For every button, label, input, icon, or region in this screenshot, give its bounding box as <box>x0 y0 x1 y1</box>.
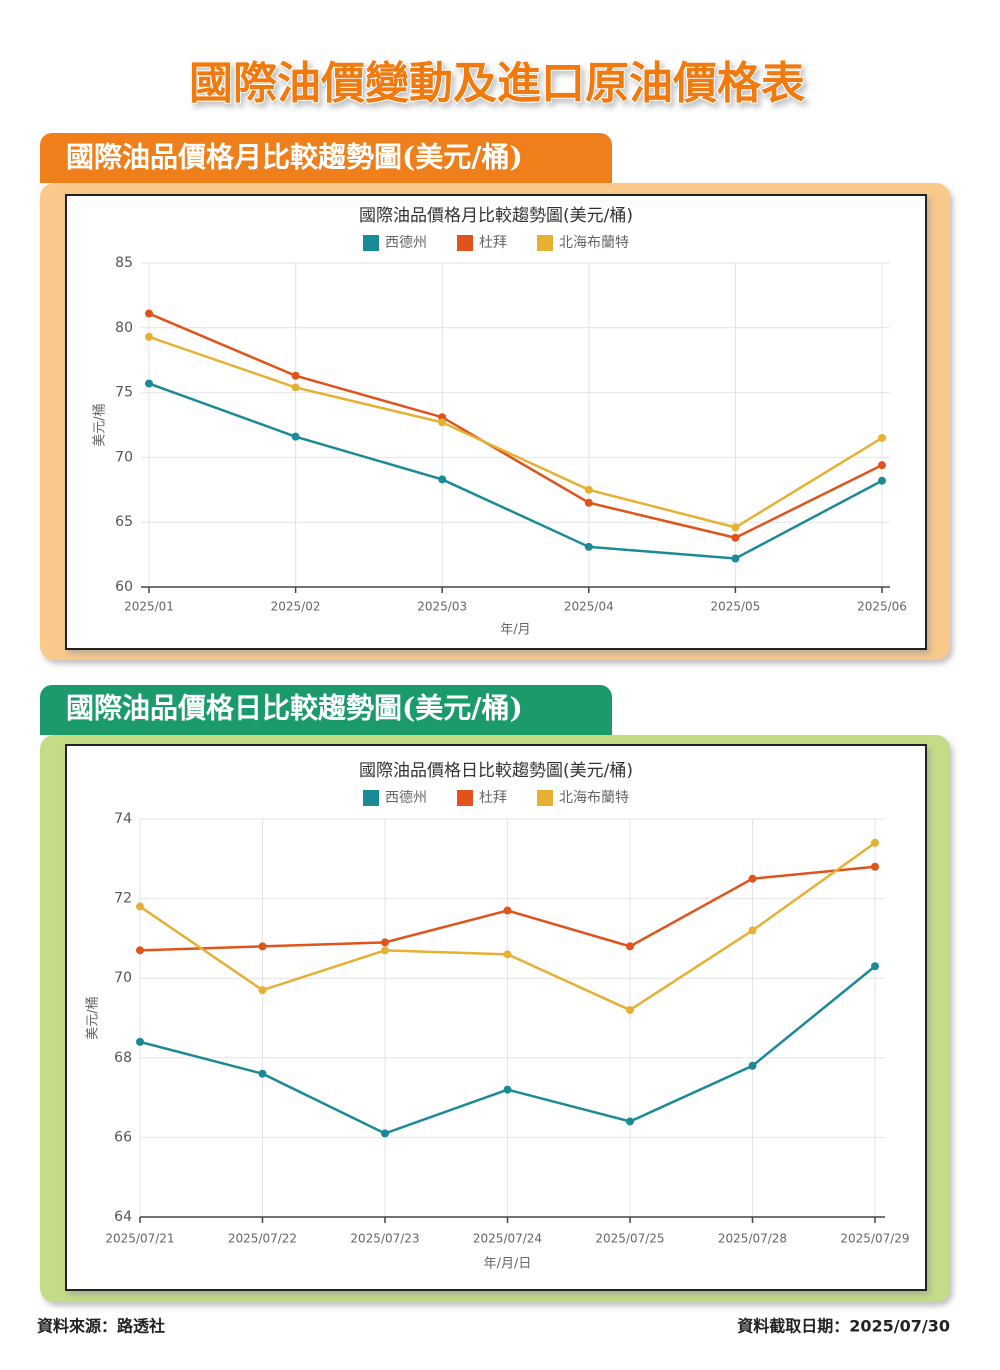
section-title: 國際油品價格月比較趨勢圖(美元/桶) <box>66 141 523 174</box>
x-tick-label: 2025/07/23 <box>350 1232 419 1246</box>
x-tick-label: 2025/07/22 <box>228 1232 297 1246</box>
data-point <box>503 950 512 959</box>
data-point <box>584 498 593 507</box>
x-axis-title: 年/月/日 <box>484 1257 532 1272</box>
date: 資料截取日期：2025/07/30 <box>737 1317 950 1336</box>
x-tick-label: 2025/03 <box>417 600 467 614</box>
x-tick-label: 2025/06 <box>857 600 907 614</box>
series-line <box>148 382 883 560</box>
source: 資料來源：路透社 <box>37 1317 165 1336</box>
data-point <box>871 962 879 971</box>
section-title: 國際油品價格日比較趨勢圖(美元/桶) <box>66 692 523 725</box>
chart-frame <box>65 194 927 650</box>
main-title: 國際油價變動及進口原油價格表 <box>189 58 805 109</box>
x-tick-label: 2025/07/25 <box>595 1232 664 1246</box>
data-point <box>878 476 886 485</box>
data-point <box>145 379 153 388</box>
y-axis-title: 美元/桶 <box>93 403 108 446</box>
y-tick-label: 70 <box>115 449 133 465</box>
chart-title: 國際油品價格月比較趨勢圖(美元/桶) <box>359 206 633 226</box>
y-tick-label: 75 <box>115 385 133 401</box>
x-tick-label: 2025/02 <box>271 600 321 614</box>
data-point <box>145 309 153 318</box>
data-point <box>291 383 300 392</box>
legend-swatch <box>363 235 379 251</box>
data-point <box>626 1006 634 1015</box>
data-point <box>731 523 740 532</box>
data-point <box>291 432 300 441</box>
x-tick-label: 2025/05 <box>710 600 760 614</box>
x-tick-label: 2025/07/21 <box>105 1232 174 1246</box>
chart-title: 國際油品價格日比較趨勢圖(美元/桶) <box>359 761 633 781</box>
x-tick-label: 2025/07/28 <box>718 1232 787 1246</box>
y-tick-label: 68 <box>114 1050 132 1066</box>
legend-label: 杜拜 <box>479 235 507 251</box>
data-point <box>136 946 144 955</box>
section-tab <box>40 685 612 735</box>
data-point <box>878 433 886 442</box>
data-point <box>626 942 634 951</box>
data-point <box>381 1129 389 1138</box>
data-point <box>438 418 447 427</box>
data-point <box>258 986 267 995</box>
data-point <box>503 1085 512 1094</box>
x-tick-label: 2025/07/24 <box>473 1232 542 1246</box>
chart-frame <box>65 744 927 1291</box>
data-point <box>731 533 740 542</box>
data-point <box>748 1061 757 1070</box>
y-tick-label: 70 <box>114 970 132 986</box>
x-tick-label: 2025/01 <box>124 600 174 614</box>
data-point <box>878 461 886 470</box>
data-point <box>584 542 593 551</box>
x-axis-title: 年/月 <box>500 623 530 638</box>
data-point <box>871 862 879 871</box>
data-point <box>731 554 740 563</box>
x-tick-label: 2025/07/29 <box>840 1232 909 1246</box>
y-axis-title: 美元/桶 <box>86 996 101 1039</box>
data-point <box>291 371 300 380</box>
legend-swatch <box>457 235 473 251</box>
data-point <box>748 926 757 935</box>
legend-swatch <box>457 790 473 806</box>
y-tick-label: 60 <box>115 579 133 595</box>
legend-swatch <box>363 790 379 806</box>
data-point <box>626 1117 634 1126</box>
data-point <box>748 874 757 883</box>
legend-label: 西德州 <box>385 235 427 251</box>
data-point <box>438 475 447 484</box>
data-point <box>871 838 879 847</box>
legend-label: 北海布蘭特 <box>559 790 629 806</box>
data-point <box>503 906 512 915</box>
legend-label: 西德州 <box>385 790 427 806</box>
legend-swatch <box>537 235 553 251</box>
series-line <box>148 312 883 540</box>
data-point <box>381 938 389 947</box>
data-point <box>136 1037 144 1046</box>
y-tick-label: 80 <box>115 320 133 336</box>
y-tick-label: 65 <box>115 514 133 530</box>
legend-label: 北海布蘭特 <box>559 235 629 251</box>
legend-label: 杜拜 <box>479 790 507 806</box>
y-tick-label: 64 <box>114 1209 132 1225</box>
data-point <box>584 485 593 494</box>
data-point <box>258 942 267 951</box>
data-point <box>381 946 389 955</box>
x-tick-label: 2025/04 <box>564 600 614 614</box>
legend-swatch <box>537 790 553 806</box>
data-point <box>136 902 144 911</box>
section-tab <box>40 133 612 183</box>
data-point <box>258 1069 267 1078</box>
y-tick-label: 74 <box>114 811 132 827</box>
data-point <box>145 332 153 341</box>
y-tick-label: 66 <box>114 1129 132 1145</box>
y-tick-label: 85 <box>115 255 133 271</box>
y-tick-label: 72 <box>114 891 132 907</box>
series-line <box>148 335 883 529</box>
